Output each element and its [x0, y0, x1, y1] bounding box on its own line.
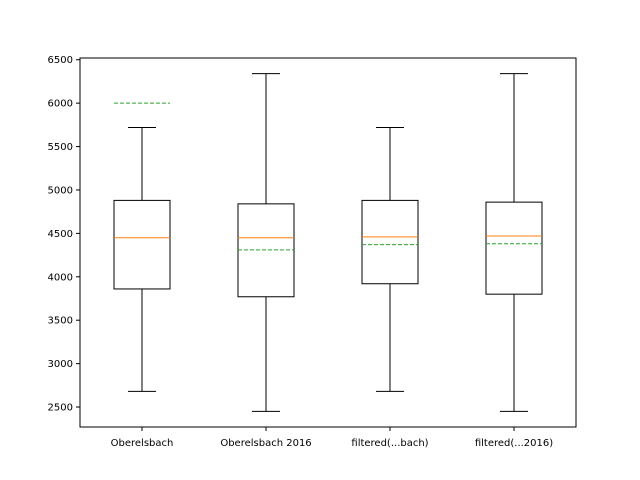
y-tick-label: 4000 [48, 272, 73, 283]
y-tick-label: 2500 [48, 403, 73, 414]
iqr-box [485, 201, 543, 295]
y-tick-label: 5000 [48, 185, 73, 196]
x-tick-label: filtered(...bach) [351, 438, 428, 449]
iqr-box [113, 199, 171, 290]
plot-frame [79, 57, 577, 428]
y-tick-label: 3500 [48, 316, 73, 327]
y-tick-label: 4500 [48, 229, 73, 240]
y-tick-label: 5500 [48, 142, 73, 153]
x-tick-label: Oberelsbach 2016 [220, 438, 311, 449]
x-tick-label: filtered(...2016) [475, 438, 553, 449]
y-tick-label: 6500 [48, 55, 73, 66]
y-axis: 2500 3000 3500 4000 4500 5000 5500 6000 6500 [48, 55, 80, 414]
box-3 [361, 126, 419, 392]
y-tick-label: 6000 [48, 99, 73, 110]
boxes-group [113, 73, 543, 412]
box-2 [237, 73, 295, 412]
x-axis: Oberelsbach Oberelsbach 2016 filtered(...b… [111, 427, 553, 449]
iqr-box [361, 199, 419, 285]
box-1 [113, 102, 171, 392]
y-tick-label: 3000 [48, 359, 73, 370]
box-4 [485, 73, 543, 412]
x-tick-label: Oberelsbach [111, 438, 174, 449]
